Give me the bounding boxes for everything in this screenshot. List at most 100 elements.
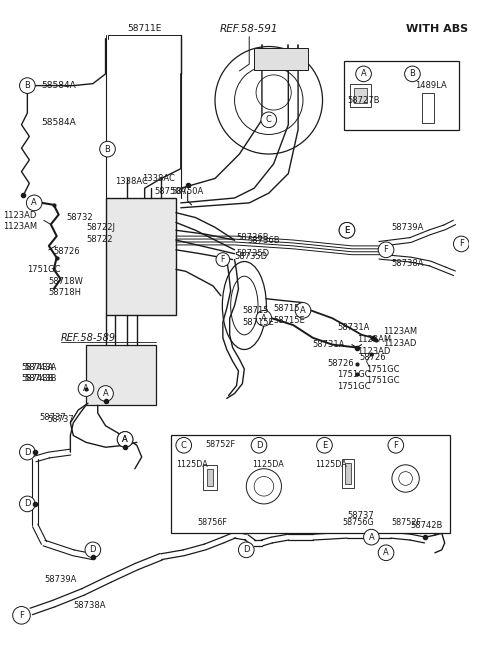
Circle shape	[339, 223, 355, 238]
Circle shape	[356, 66, 372, 82]
Text: 58737: 58737	[39, 413, 66, 422]
Text: A: A	[83, 384, 89, 393]
Text: 58738A: 58738A	[73, 601, 106, 610]
Circle shape	[454, 236, 469, 252]
Text: 1751GC: 1751GC	[337, 382, 371, 391]
Circle shape	[98, 386, 113, 402]
Circle shape	[388, 438, 404, 453]
Text: 1751GC: 1751GC	[367, 365, 400, 373]
Text: 58752F: 58752F	[205, 440, 235, 449]
Text: 1489LA: 1489LA	[415, 81, 447, 90]
Text: A: A	[122, 435, 128, 444]
Text: D: D	[24, 499, 31, 508]
Circle shape	[405, 66, 420, 82]
Text: 58715E: 58715E	[242, 318, 274, 327]
Circle shape	[12, 607, 30, 624]
Bar	[345, 463, 351, 484]
Bar	[204, 465, 217, 490]
Text: 58756F: 58756F	[197, 518, 228, 527]
Bar	[86, 345, 156, 405]
Text: WITH ABS: WITH ABS	[406, 24, 468, 34]
Bar	[354, 88, 368, 103]
Text: 58750A: 58750A	[155, 187, 187, 196]
Circle shape	[216, 253, 229, 267]
Text: A: A	[383, 548, 389, 557]
Circle shape	[239, 542, 254, 557]
Text: C: C	[181, 441, 187, 450]
Circle shape	[176, 438, 192, 453]
Text: 58743A: 58743A	[22, 363, 54, 371]
Text: 58726: 58726	[54, 247, 80, 256]
Text: F: F	[394, 441, 398, 450]
Text: 58739A: 58739A	[44, 574, 76, 584]
Text: C: C	[266, 115, 272, 124]
Bar	[350, 84, 372, 107]
Text: 58715: 58715	[274, 304, 300, 313]
Text: B: B	[409, 69, 415, 79]
Text: 58743B: 58743B	[24, 374, 57, 383]
Text: 58736B: 58736B	[237, 233, 269, 242]
Text: 1123AM: 1123AM	[383, 328, 417, 337]
Text: 58732: 58732	[66, 213, 93, 222]
Text: 58743B: 58743B	[22, 374, 54, 383]
Circle shape	[378, 242, 394, 257]
Text: A: A	[369, 533, 374, 542]
Text: 1125DA: 1125DA	[176, 460, 208, 470]
Text: 58731A: 58731A	[337, 324, 370, 333]
Text: 58718W: 58718W	[49, 276, 84, 286]
Text: 1125DA: 1125DA	[315, 460, 347, 470]
Text: REF.58-591: REF.58-591	[220, 24, 278, 34]
Text: 1123AD: 1123AD	[383, 339, 417, 348]
Text: 58715: 58715	[242, 306, 269, 315]
Text: F: F	[221, 255, 225, 264]
Bar	[344, 61, 459, 130]
Text: A: A	[261, 314, 267, 323]
Circle shape	[20, 444, 35, 460]
Text: 58752F: 58752F	[391, 518, 421, 527]
Text: 1338AC: 1338AC	[115, 177, 148, 186]
Text: A: A	[31, 198, 37, 208]
Text: D: D	[256, 441, 262, 450]
Text: 58738A: 58738A	[391, 259, 423, 268]
Text: 58737: 58737	[47, 415, 73, 424]
Text: A: A	[103, 389, 108, 398]
Bar	[342, 459, 354, 488]
Text: 58584A: 58584A	[41, 81, 76, 90]
Text: 58739A: 58739A	[391, 223, 423, 232]
Text: 1123AD: 1123AD	[3, 211, 36, 220]
Circle shape	[317, 438, 332, 453]
Text: 58742B: 58742B	[410, 521, 443, 530]
Text: 58727B: 58727B	[347, 96, 380, 105]
Text: E: E	[322, 441, 327, 450]
Text: 58737: 58737	[347, 511, 374, 520]
Text: D: D	[24, 447, 31, 457]
Bar	[207, 469, 213, 486]
Text: F: F	[19, 611, 24, 620]
Text: E: E	[344, 226, 349, 234]
Circle shape	[295, 303, 311, 318]
Text: 58584A: 58584A	[41, 119, 76, 127]
Circle shape	[117, 432, 133, 447]
Bar	[171, 436, 450, 533]
Text: 58743A: 58743A	[24, 363, 57, 371]
Circle shape	[339, 223, 355, 238]
Circle shape	[251, 438, 267, 453]
Circle shape	[363, 529, 379, 545]
Circle shape	[117, 432, 133, 447]
Text: 1751GC: 1751GC	[337, 370, 371, 379]
Circle shape	[85, 542, 101, 557]
Text: 1751GC: 1751GC	[367, 376, 400, 385]
Text: 58736B: 58736B	[247, 236, 280, 244]
Text: D: D	[243, 546, 250, 554]
Text: F: F	[459, 240, 464, 248]
Text: A: A	[300, 306, 306, 315]
Text: 58726: 58726	[327, 359, 354, 367]
Text: 58750A: 58750A	[171, 187, 204, 196]
Text: 58718H: 58718H	[49, 288, 82, 297]
Bar	[254, 48, 308, 70]
Text: 58711E: 58711E	[127, 24, 161, 33]
Text: 58715E: 58715E	[274, 316, 305, 325]
Text: 1123AM: 1123AM	[3, 222, 37, 231]
Text: REF.58-589: REF.58-589	[60, 333, 116, 343]
Bar	[106, 198, 176, 315]
